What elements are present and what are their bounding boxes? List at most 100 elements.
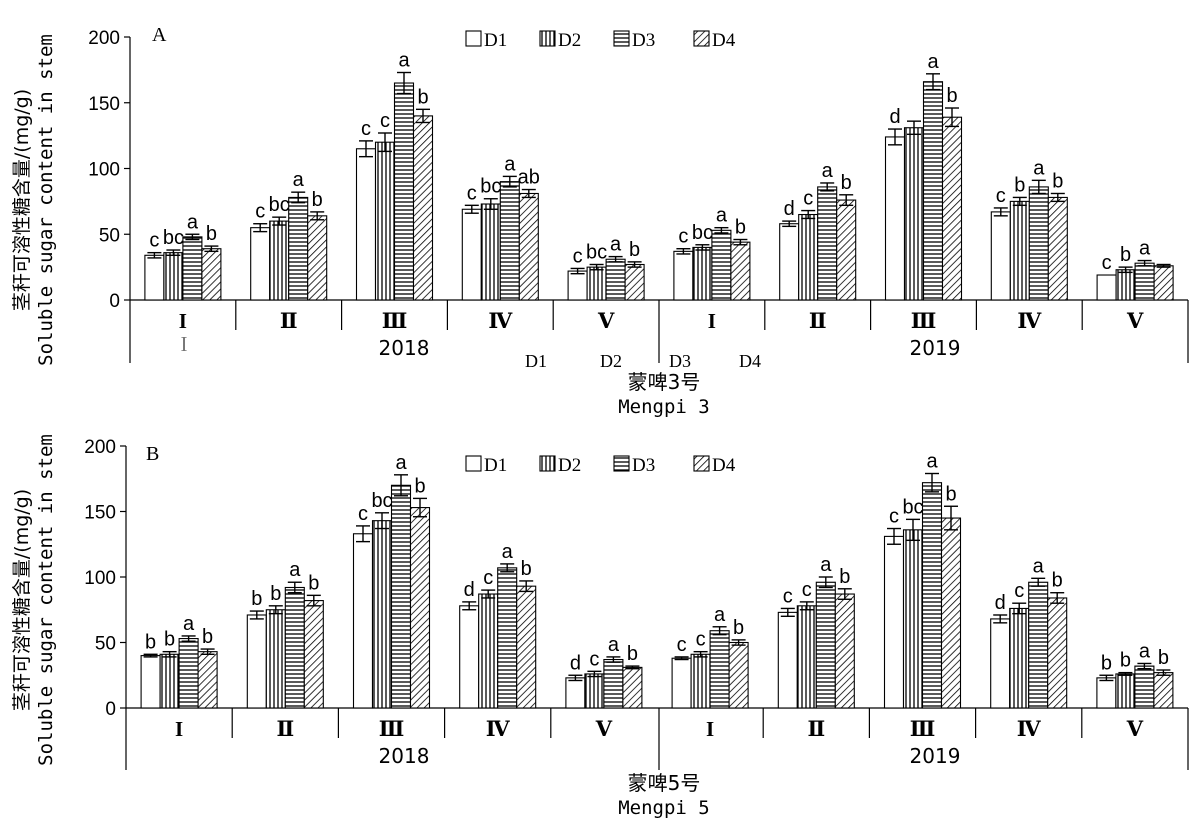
bar-d2 bbox=[1009, 607, 1030, 709]
stray-mark-label: D1 bbox=[525, 351, 547, 371]
bar-d2 bbox=[584, 673, 605, 709]
y-tick-label: 50 bbox=[95, 634, 116, 655]
significance-letter: c bbox=[802, 579, 812, 601]
panel-b-cultivar-cn: 蒙啤5号 bbox=[628, 771, 701, 795]
bar-d3 bbox=[390, 484, 412, 709]
y-tick-label: 100 bbox=[84, 568, 116, 589]
stage-tick-label: Ⅲ bbox=[379, 717, 405, 741]
y-tick-label: 150 bbox=[88, 94, 120, 115]
significance-letter: c bbox=[1102, 252, 1112, 274]
panel-b-label: B bbox=[146, 443, 159, 465]
significance-letter: b bbox=[1101, 652, 1112, 674]
panel-a-cultivar-en: Mengpi 3 bbox=[618, 396, 710, 418]
stray-mark-label: D4 bbox=[739, 351, 761, 371]
stage-tick-label: Ⅴ bbox=[1126, 717, 1144, 741]
significance-letter: c bbox=[483, 567, 493, 589]
legend-label-d4: D4 bbox=[712, 30, 736, 51]
bar-d2 bbox=[163, 252, 184, 301]
legend-swatch-d2 bbox=[539, 455, 556, 472]
legend-label-d2: D2 bbox=[558, 30, 581, 51]
bar-d1 bbox=[246, 614, 267, 709]
significance-letter: bc bbox=[902, 496, 923, 518]
significance-letter: b bbox=[417, 86, 428, 108]
bar-d3 bbox=[499, 181, 520, 301]
significance-letter: b bbox=[946, 85, 957, 107]
significance-letter: c bbox=[573, 245, 583, 267]
bar-d1 bbox=[779, 223, 800, 301]
significance-letter: b bbox=[1158, 647, 1169, 669]
significance-letter: a bbox=[716, 205, 728, 227]
panel-a-year-2019: 2019 bbox=[910, 336, 961, 360]
bar-d4 bbox=[197, 651, 218, 709]
legend-label-d1: D1 bbox=[484, 455, 507, 476]
bar-d4 bbox=[834, 593, 855, 709]
significance-letter: b bbox=[312, 189, 323, 211]
significance-letter: a bbox=[608, 634, 620, 656]
bar-d3 bbox=[922, 81, 944, 301]
panel-a-cultivar-cn: 蒙啤3号 bbox=[628, 370, 701, 394]
bar-d2 bbox=[796, 605, 817, 709]
significance-letter: b bbox=[945, 483, 956, 505]
bar-d3 bbox=[393, 82, 415, 301]
bar-d4 bbox=[307, 215, 328, 301]
bar-d2 bbox=[374, 141, 396, 301]
stage-tick-label: Ⅲ bbox=[910, 717, 936, 741]
bar-d1 bbox=[1096, 274, 1117, 301]
panel-b-ylabel-cn: 茎秆可溶性糖含量/(mg/g) bbox=[11, 489, 33, 711]
stage-tick-label: Ⅱ bbox=[809, 309, 827, 333]
significance-letter: d bbox=[784, 198, 795, 220]
bar-d1 bbox=[884, 136, 906, 301]
y-tick-label: 100 bbox=[88, 160, 120, 181]
significance-letter: c bbox=[803, 188, 813, 210]
bar-d2 bbox=[586, 266, 607, 301]
significance-letter: bc bbox=[371, 490, 392, 512]
bar-d3 bbox=[603, 658, 624, 709]
bar-d1 bbox=[459, 605, 480, 709]
significance-letter: a bbox=[398, 50, 410, 72]
stage-tick-label: Ⅲ bbox=[382, 309, 408, 333]
bar-d2 bbox=[371, 520, 393, 709]
y-tick-label: 200 bbox=[88, 28, 120, 49]
significance-letter: a bbox=[822, 160, 834, 182]
significance-letter: c bbox=[678, 226, 688, 248]
bar-d3 bbox=[815, 581, 836, 709]
bar-d3 bbox=[709, 630, 730, 709]
legend-swatch-d2 bbox=[539, 30, 556, 47]
significance-letter: bc bbox=[480, 176, 501, 198]
legend-label-d2: D2 bbox=[558, 455, 581, 476]
significance-letter: c bbox=[255, 201, 265, 223]
significance-letter: b bbox=[521, 558, 532, 580]
panel-b: B 茎秆可溶性糖含量/(mg/g) Soluble sugar content … bbox=[11, 434, 960, 819]
legend-label-d1: D1 bbox=[484, 30, 507, 51]
significance-letter: b bbox=[251, 588, 262, 610]
bar-d4 bbox=[1153, 672, 1174, 709]
bar-d3 bbox=[817, 186, 838, 301]
bar-d4 bbox=[412, 115, 434, 301]
bar-d4 bbox=[518, 192, 539, 301]
bar-d2 bbox=[480, 203, 501, 301]
significance-letter: c bbox=[358, 503, 368, 525]
legend-swatch-d1 bbox=[465, 30, 482, 47]
bar-d2 bbox=[692, 246, 713, 301]
significance-letter: a bbox=[395, 452, 407, 474]
significance-letter: c bbox=[677, 634, 687, 656]
bar-d2 bbox=[1115, 269, 1136, 301]
significance-letter: a bbox=[927, 51, 939, 73]
bar-d3 bbox=[284, 586, 305, 709]
bar-d4 bbox=[941, 116, 963, 301]
stage-tick-label: Ⅳ bbox=[1017, 717, 1042, 741]
stage-tick-label: I bbox=[179, 309, 187, 333]
significance-letter: c bbox=[149, 230, 159, 252]
significance-letter: b bbox=[270, 583, 281, 605]
stage-tick-label: Ⅱ bbox=[276, 717, 294, 741]
panel-a-label: A bbox=[152, 24, 167, 46]
bar-d1 bbox=[567, 270, 588, 301]
bar-d2 bbox=[902, 529, 924, 709]
bar-d1 bbox=[990, 211, 1011, 301]
significance-letter: ab bbox=[518, 167, 540, 189]
significance-letter: a bbox=[926, 451, 938, 473]
bar-d1 bbox=[671, 657, 692, 709]
panel-a: A 茎秆可溶性糖含量/(mg/g) Soluble sugar content … bbox=[11, 24, 960, 418]
significance-letter: c bbox=[467, 182, 477, 204]
